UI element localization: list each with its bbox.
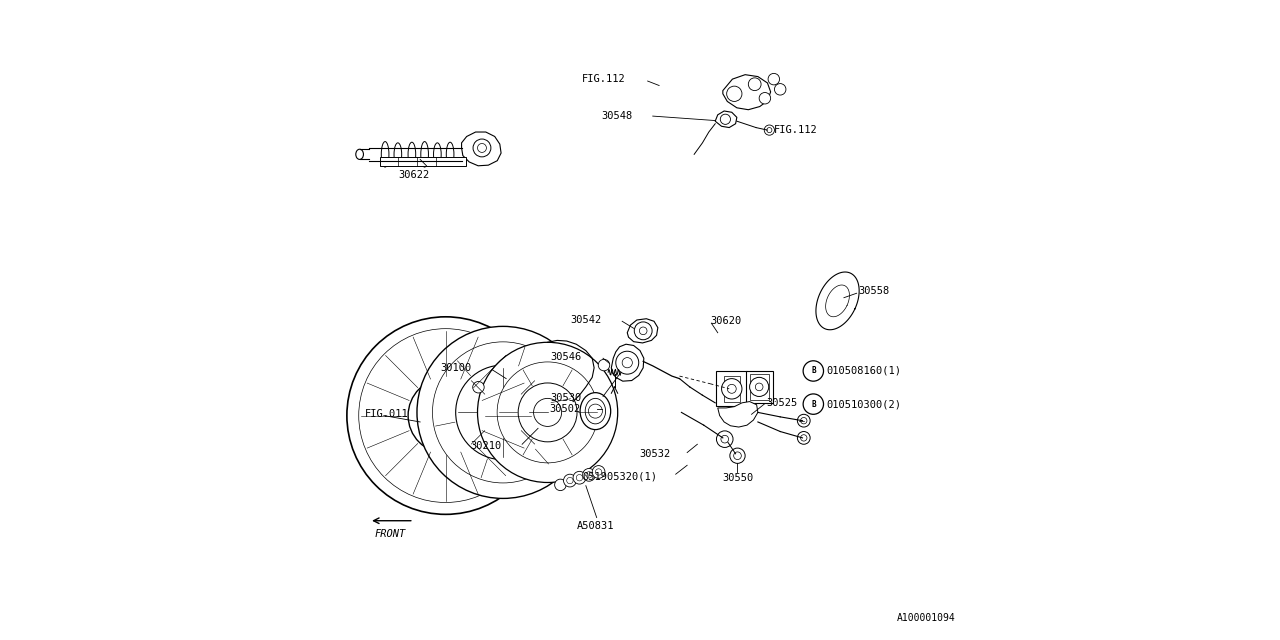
Polygon shape [462, 132, 500, 166]
Text: FRONT: FRONT [375, 529, 406, 539]
Text: 010510300(2): 010510300(2) [826, 399, 901, 409]
Circle shape [774, 84, 786, 95]
Bar [717, 371, 748, 406]
Circle shape [797, 431, 810, 444]
Ellipse shape [447, 142, 454, 166]
Text: 30100: 30100 [440, 364, 471, 373]
Bar [750, 374, 769, 399]
Ellipse shape [585, 398, 605, 424]
Circle shape [492, 401, 515, 424]
Circle shape [733, 452, 741, 460]
Circle shape [797, 414, 810, 427]
Ellipse shape [356, 149, 364, 159]
Circle shape [534, 398, 562, 426]
Circle shape [573, 471, 586, 484]
Polygon shape [612, 344, 644, 381]
Circle shape [408, 378, 483, 453]
Text: B: B [812, 367, 815, 376]
Text: 30546: 30546 [550, 352, 581, 362]
Circle shape [800, 417, 806, 424]
Circle shape [755, 383, 763, 391]
Circle shape [750, 378, 769, 396]
Text: FIG.112: FIG.112 [582, 74, 626, 84]
Circle shape [635, 322, 652, 340]
Circle shape [717, 431, 733, 447]
Circle shape [727, 385, 736, 394]
Circle shape [768, 74, 780, 85]
Circle shape [595, 468, 602, 475]
Circle shape [477, 143, 486, 152]
Text: 30532: 30532 [639, 449, 671, 459]
Text: 30542: 30542 [571, 315, 602, 325]
Bar [380, 157, 466, 166]
Circle shape [730, 448, 745, 463]
Circle shape [721, 114, 731, 124]
Circle shape [803, 361, 823, 381]
Text: 30502: 30502 [549, 404, 580, 414]
Circle shape [563, 474, 576, 487]
Circle shape [497, 362, 598, 463]
Polygon shape [718, 401, 758, 427]
Circle shape [598, 359, 609, 371]
Text: 30550: 30550 [722, 473, 753, 483]
Circle shape [800, 435, 806, 441]
Circle shape [759, 93, 771, 104]
Circle shape [417, 326, 589, 499]
Circle shape [616, 351, 639, 374]
Bar [746, 371, 773, 403]
Text: 30525: 30525 [767, 398, 797, 408]
Text: FIG.112: FIG.112 [774, 125, 818, 135]
Circle shape [586, 472, 593, 478]
Polygon shape [627, 319, 658, 343]
Text: 30530: 30530 [550, 393, 581, 403]
Circle shape [477, 342, 618, 483]
Polygon shape [723, 75, 771, 109]
Text: 30620: 30620 [710, 316, 741, 326]
Circle shape [749, 78, 762, 91]
Text: 30548: 30548 [602, 111, 632, 121]
Circle shape [433, 342, 573, 483]
Ellipse shape [381, 141, 389, 167]
Circle shape [589, 404, 603, 418]
Circle shape [567, 477, 573, 484]
Circle shape [764, 125, 774, 135]
Circle shape [722, 379, 742, 399]
Circle shape [472, 381, 484, 393]
Circle shape [767, 127, 772, 132]
Circle shape [518, 383, 577, 442]
Circle shape [474, 139, 492, 157]
Text: B: B [812, 399, 815, 408]
Text: 30622: 30622 [398, 170, 429, 180]
Text: 30558: 30558 [859, 286, 890, 296]
Circle shape [727, 86, 742, 101]
Polygon shape [716, 111, 737, 127]
Ellipse shape [408, 142, 416, 166]
Text: 30210: 30210 [470, 441, 500, 451]
Text: FIG.011: FIG.011 [365, 410, 408, 419]
Circle shape [803, 394, 823, 414]
Circle shape [622, 358, 632, 368]
Circle shape [640, 327, 646, 335]
Circle shape [721, 435, 728, 443]
Text: 051905320(1): 051905320(1) [582, 471, 658, 481]
Circle shape [358, 329, 532, 502]
Circle shape [576, 474, 582, 481]
Circle shape [347, 317, 544, 515]
Text: A100001094: A100001094 [897, 612, 955, 623]
Text: 010508160(1): 010508160(1) [826, 366, 901, 376]
Circle shape [593, 466, 605, 478]
Circle shape [456, 365, 550, 460]
Text: A50831: A50831 [577, 521, 614, 531]
Circle shape [582, 468, 595, 481]
Ellipse shape [421, 141, 429, 167]
Circle shape [554, 479, 566, 491]
Ellipse shape [434, 143, 442, 166]
Ellipse shape [394, 143, 402, 166]
Ellipse shape [580, 393, 611, 429]
Bar [724, 376, 740, 401]
Circle shape [479, 388, 527, 436]
Circle shape [426, 396, 466, 435]
